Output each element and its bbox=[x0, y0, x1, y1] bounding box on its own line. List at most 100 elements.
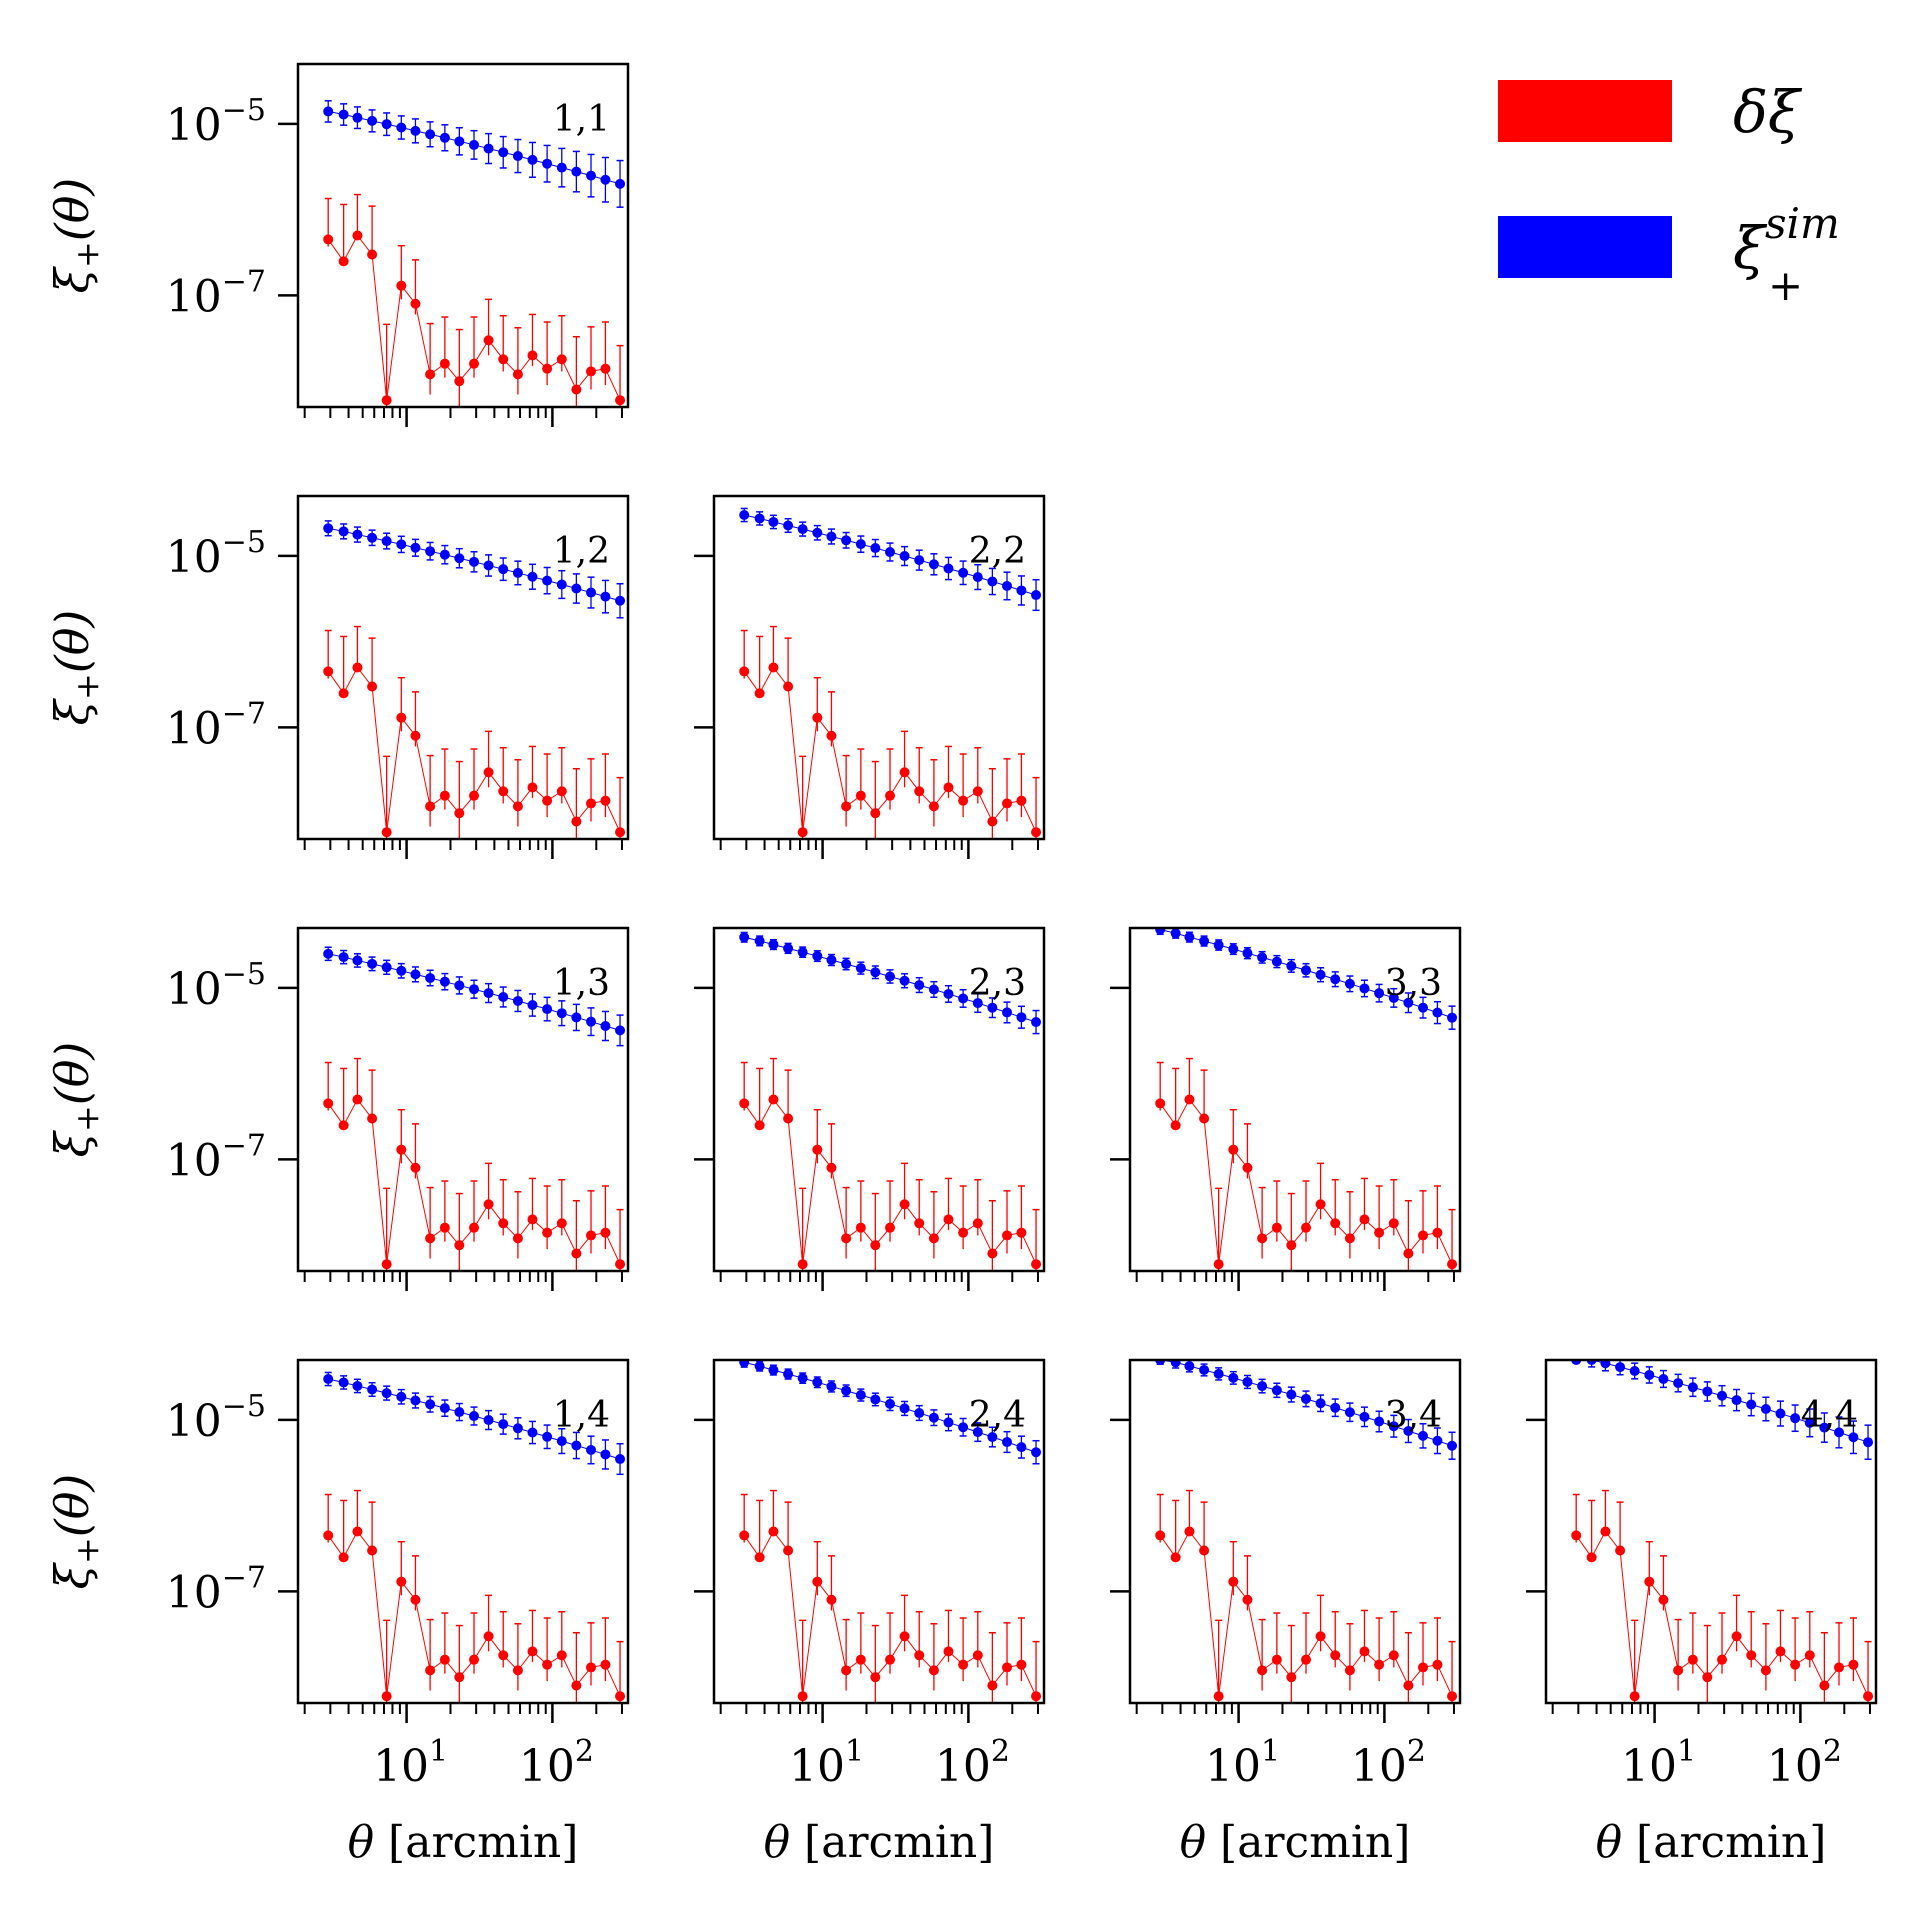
y-axis-label: ξ+(θ) bbox=[45, 1042, 106, 1158]
delta-xi-point bbox=[1315, 1631, 1326, 1642]
delta-xi-point bbox=[754, 1120, 765, 1131]
xi-sim-point bbox=[571, 1440, 582, 1451]
xi-sim-point bbox=[571, 1012, 582, 1023]
delta-xi-point bbox=[556, 354, 567, 365]
delta-xi-point bbox=[338, 1120, 349, 1131]
delta-xi-point bbox=[439, 1654, 450, 1665]
xi-sim-point bbox=[958, 993, 969, 1004]
xi-sim-point bbox=[1615, 1362, 1626, 1373]
xi-sim-point bbox=[542, 1431, 553, 1442]
delta-xi-point bbox=[1418, 1662, 1429, 1673]
xi-sim-point bbox=[439, 976, 450, 987]
xi-sim-point bbox=[768, 939, 779, 950]
xi-sim-point bbox=[1286, 1389, 1297, 1400]
panel-1-3: 1,3 10−5 10−7 ξ+(θ) bbox=[45, 926, 630, 1291]
delta-xi-point bbox=[855, 1654, 866, 1665]
delta-xi-point bbox=[1016, 1659, 1027, 1670]
xi-sim-point bbox=[899, 551, 910, 562]
delta-xi-point bbox=[1687, 1654, 1698, 1665]
xi-sim-point bbox=[1658, 1373, 1669, 1384]
xi-sim-point bbox=[1031, 590, 1042, 601]
xi-sim-point bbox=[1016, 1442, 1027, 1453]
delta-xi-point bbox=[870, 1240, 881, 1251]
xi-sim-point bbox=[396, 122, 407, 133]
xi-sim-point bbox=[410, 125, 421, 136]
delta-xi-point bbox=[914, 786, 925, 797]
delta-xi-point bbox=[469, 790, 480, 801]
x-tick-label: 101 bbox=[373, 1734, 448, 1792]
panel-data-area bbox=[323, 100, 626, 407]
xi-sim-point bbox=[1155, 928, 1166, 935]
xi-sim-point bbox=[1418, 1430, 1429, 1441]
legend-swatch bbox=[1498, 216, 1672, 278]
delta-xi-point bbox=[615, 1259, 626, 1270]
delta-xi-point bbox=[323, 1098, 334, 1109]
legend: δξ ξsim + bbox=[1498, 78, 1840, 310]
xi-sim-point bbox=[512, 151, 523, 162]
delta-xi-point bbox=[1447, 1259, 1458, 1270]
panel-label: 1,4 bbox=[553, 1395, 610, 1436]
delta-xi-point bbox=[396, 1576, 407, 1587]
xi-sim-point bbox=[1717, 1390, 1728, 1401]
xi-sim-point bbox=[571, 166, 582, 177]
delta-xi-point bbox=[1002, 1662, 1013, 1673]
delta-xi-point bbox=[1286, 1240, 1297, 1251]
delta-xi-point bbox=[571, 1680, 582, 1691]
panel-frame bbox=[712, 1358, 1046, 1705]
delta-xi-point bbox=[1658, 1594, 1669, 1605]
delta-xi-point bbox=[454, 376, 465, 387]
panel-label: 1,3 bbox=[553, 963, 610, 1004]
xi-sim-point bbox=[943, 1417, 954, 1428]
xi-sim-point bbox=[1301, 1393, 1312, 1404]
delta-xi-point bbox=[1301, 1654, 1312, 1665]
xi-sim-point bbox=[826, 1381, 837, 1392]
xi-sim-point bbox=[1031, 1447, 1042, 1458]
delta-xi-point bbox=[914, 1650, 925, 1661]
delta-xi-point bbox=[914, 1218, 925, 1229]
delta-xi-point bbox=[768, 1094, 779, 1105]
delta-xi-point bbox=[527, 1646, 538, 1657]
delta-xi-point bbox=[1447, 1691, 1458, 1702]
xi-sim-point bbox=[454, 136, 465, 147]
delta-xi-point bbox=[1184, 1094, 1195, 1105]
xi-sim-point bbox=[600, 591, 611, 602]
panel-frame bbox=[296, 1358, 630, 1705]
delta-xi-point bbox=[323, 234, 334, 245]
xi-sim-point bbox=[797, 1373, 808, 1384]
xi-sim-point bbox=[885, 1398, 896, 1409]
xi-sim-point bbox=[454, 553, 465, 564]
xi-sim-point bbox=[425, 1399, 436, 1410]
delta-xi-point bbox=[542, 1227, 553, 1238]
delta-xi-point bbox=[1615, 1545, 1626, 1556]
delta-xi-point bbox=[870, 1672, 881, 1683]
xi-sim-point bbox=[914, 1408, 925, 1419]
panel-1-1: 1,1 10−5 10−7 ξ+(θ) bbox=[45, 62, 630, 427]
panel-data-area bbox=[323, 946, 626, 1271]
xi-sim-point bbox=[323, 1374, 334, 1385]
delta-xi-point bbox=[1359, 1214, 1370, 1225]
delta-xi-point bbox=[1242, 1162, 1253, 1173]
delta-xi-point bbox=[498, 1650, 509, 1661]
delta-xi-point bbox=[1432, 1659, 1443, 1670]
delta-xi-point bbox=[1403, 1248, 1414, 1259]
xi-sim-point bbox=[1199, 936, 1210, 947]
delta-xi-point bbox=[527, 350, 538, 361]
delta-xi-point bbox=[615, 395, 626, 406]
xi-sim-point bbox=[768, 516, 779, 527]
xi-sim-point bbox=[527, 571, 538, 582]
delta-xi-point bbox=[1418, 1230, 1429, 1241]
xi-sim-point bbox=[1170, 928, 1181, 939]
delta-xi-point bbox=[855, 790, 866, 801]
xi-sim-point bbox=[1315, 1398, 1326, 1409]
y-axis-label: ξ+(θ) bbox=[45, 610, 106, 726]
panel-data-area bbox=[1155, 1360, 1458, 1703]
delta-xi-point bbox=[943, 1214, 954, 1225]
delta-xi-point bbox=[1374, 1227, 1385, 1238]
y-tick-label: 10−7 bbox=[166, 264, 266, 322]
delta-xi-point bbox=[928, 1665, 939, 1676]
xi-sim-point bbox=[381, 536, 392, 547]
y-tick-label: 10−5 bbox=[166, 525, 266, 583]
xi-sim-point bbox=[1403, 997, 1414, 1008]
xi-sim-point bbox=[1629, 1365, 1640, 1376]
delta-xi-point bbox=[410, 298, 421, 309]
